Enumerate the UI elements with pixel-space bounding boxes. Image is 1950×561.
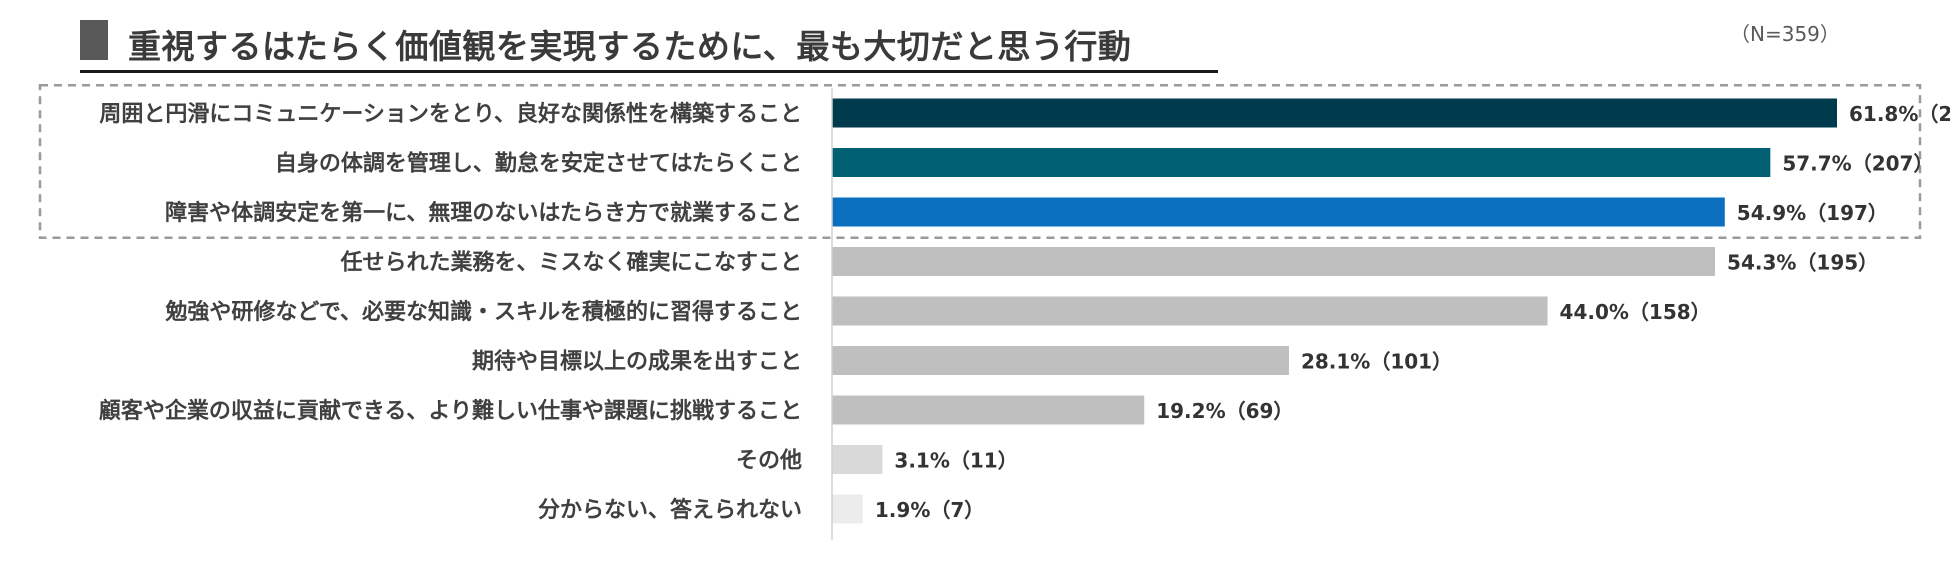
title-square-icon xyxy=(80,20,108,60)
bar xyxy=(832,395,1145,425)
bar xyxy=(832,346,1289,375)
sample-size-label: （N=359） xyxy=(1730,22,1840,46)
bar xyxy=(832,98,1837,128)
value-label: 54.9%（197） xyxy=(1737,201,1888,225)
category-label: 周囲と円滑にコミュニケーションをとり、良好な関係性を構築すること xyxy=(99,101,802,127)
category-label: 任せられた業務を、ミスなく確実にこなすこと xyxy=(339,250,802,276)
value-label: 44.0%（158） xyxy=(1560,300,1711,324)
value-label: 28.1%（101） xyxy=(1301,350,1452,374)
value-label: 3.1%（11） xyxy=(894,449,1017,473)
bar xyxy=(832,494,863,524)
bar xyxy=(832,197,1725,227)
category-label: その他 xyxy=(736,449,802,474)
bar xyxy=(832,148,1771,177)
category-label: 勉強や研修などで、必要な知識・スキルを積極的に習得すること xyxy=(164,299,802,325)
category-label: 分からない、答えられない xyxy=(538,497,802,523)
category-label: 顧客や企業の収益に貢献できる、より難しい仕事や課題に挑戦すること xyxy=(99,398,802,424)
title-bar: 重視するはたらく価値観を実現するために、最も大切だと思う行動 xyxy=(80,12,1218,73)
category-label: 期待や目標以上の成果を出すこと xyxy=(472,349,802,375)
value-label: 57.7%（207） xyxy=(1782,152,1933,176)
value-label: 1.9%（7） xyxy=(875,498,984,522)
bar xyxy=(832,247,1716,276)
category-label: 自身の体調を管理し、勤怠を安定させてはたらくこと xyxy=(275,151,802,177)
highlight-frame xyxy=(38,84,1922,239)
category-label: 障害や体調安定を第一に、無理のないはたらき方で就業すること xyxy=(165,200,802,226)
bar xyxy=(832,296,1548,326)
bar xyxy=(832,445,883,474)
value-label: 19.2%（69） xyxy=(1156,399,1293,423)
value-label: 54.3%（195） xyxy=(1727,251,1878,275)
value-label: 61.8%（222） xyxy=(1849,102,1950,126)
chart-title: 重視するはたらく価値観を実現するために、最も大切だと思う行動 xyxy=(128,27,1132,66)
